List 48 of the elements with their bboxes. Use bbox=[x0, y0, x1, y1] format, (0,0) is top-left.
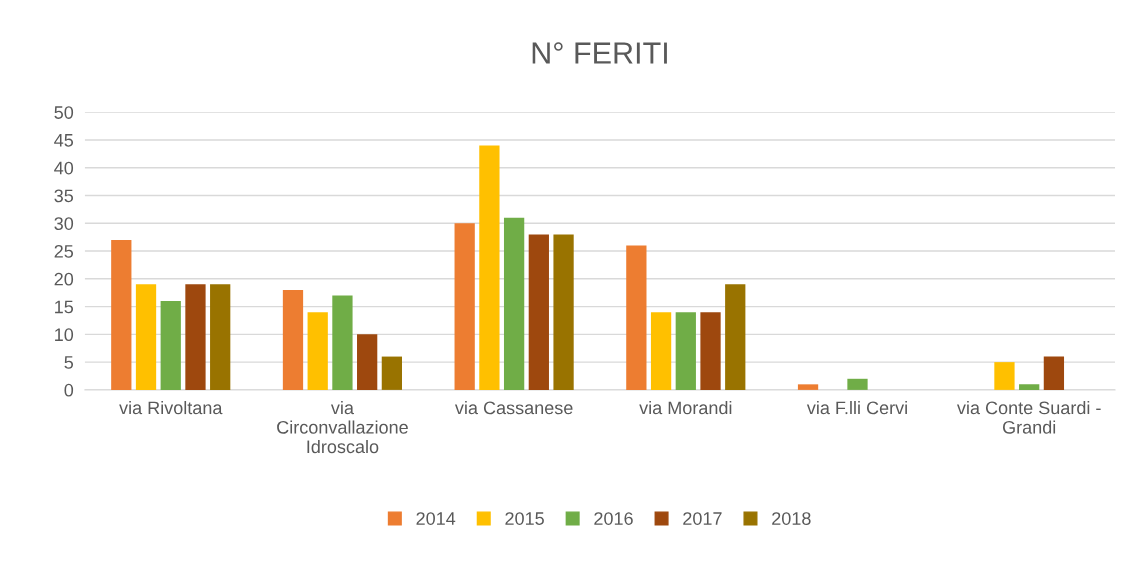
bar bbox=[626, 245, 647, 390]
legend-label: 2017 bbox=[683, 512, 722, 525]
bar bbox=[454, 223, 475, 390]
bar bbox=[650, 312, 672, 390]
bar bbox=[111, 239, 132, 390]
x-tick-label: via Conte Suardi - Grandi bbox=[956, 401, 1101, 434]
y-tick-label: 40 bbox=[54, 161, 74, 175]
bar bbox=[700, 312, 721, 390]
bar bbox=[1019, 384, 1040, 390]
y-tick-label: 25 bbox=[54, 244, 74, 258]
y-tick-label: 50 bbox=[54, 106, 74, 119]
bar bbox=[160, 301, 181, 390]
y-tick-label: 15 bbox=[55, 300, 74, 314]
y-tick-label: 45 bbox=[54, 134, 74, 147]
legend-label: 2018 bbox=[772, 512, 811, 525]
y-tick-label: 5 bbox=[64, 356, 74, 369]
bar bbox=[357, 334, 378, 390]
bar bbox=[307, 312, 328, 390]
bar bbox=[1043, 356, 1065, 390]
bar bbox=[847, 378, 868, 390]
legend-label: 2014 bbox=[416, 512, 456, 525]
x-tick-label: via Rivoltana bbox=[119, 401, 223, 415]
bar bbox=[282, 289, 304, 390]
bar bbox=[725, 284, 746, 390]
y-tick-label: 10 bbox=[55, 328, 74, 342]
legend-label: 2015 bbox=[505, 512, 544, 525]
y-tick-label: 20 bbox=[54, 272, 74, 286]
chart-title: N° FERITI bbox=[532, 42, 667, 64]
bar bbox=[185, 284, 206, 390]
legend-label: 2016 bbox=[594, 512, 633, 525]
bar bbox=[797, 384, 819, 390]
bar bbox=[332, 295, 353, 390]
y-tick-label: 0 bbox=[64, 383, 74, 397]
bar bbox=[381, 356, 403, 390]
x-tick-label: via Morandi bbox=[639, 401, 732, 415]
bar bbox=[210, 284, 231, 390]
x-tick-label: via Circonvallazione Idroscalo bbox=[277, 401, 408, 454]
x-tick-label: via Cassanese bbox=[454, 401, 573, 415]
bar bbox=[528, 234, 549, 390]
bar bbox=[553, 234, 574, 390]
bar bbox=[503, 217, 525, 390]
bar bbox=[994, 362, 1015, 390]
x-tick-label: via F.lli Cervi bbox=[806, 401, 907, 415]
bar bbox=[675, 312, 696, 390]
y-tick-label: 30 bbox=[54, 217, 74, 230]
y-tick-label: 35 bbox=[54, 189, 74, 203]
bar bbox=[479, 145, 500, 390]
bar bbox=[135, 284, 157, 390]
